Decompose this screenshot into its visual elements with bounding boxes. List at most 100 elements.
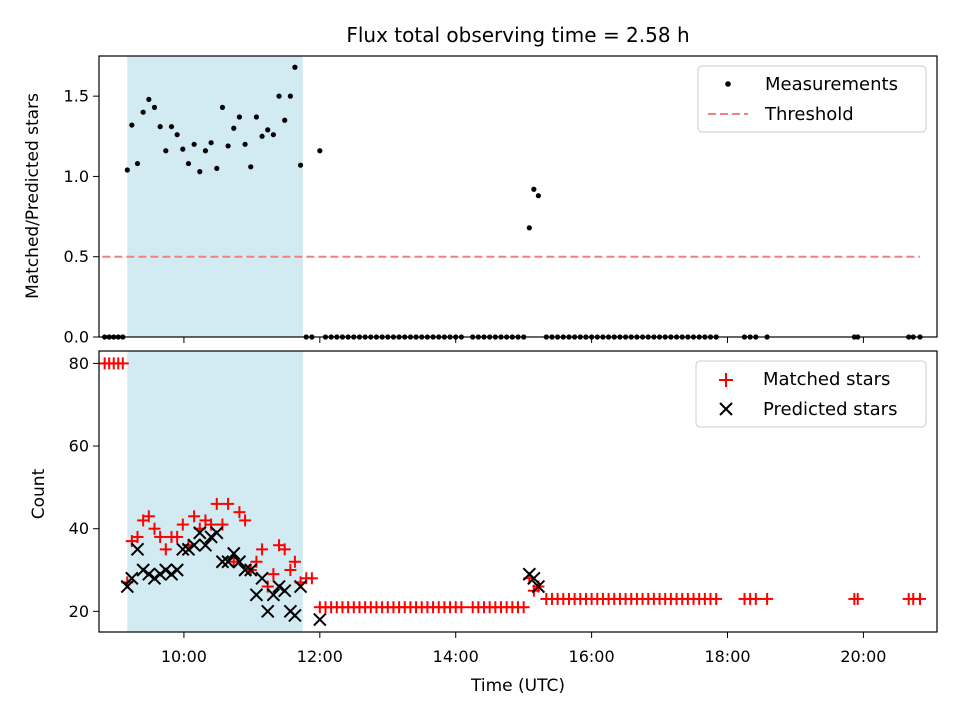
measurement-point: [292, 64, 298, 70]
predicted-stars-point: [249, 588, 264, 602]
legend-measurements-marker: [725, 81, 731, 87]
predicted-stars-point: [181, 542, 196, 557]
observing-window-shade: [127, 56, 303, 337]
matched-stars-point: [305, 572, 318, 585]
matched-stars-point: [239, 514, 252, 527]
measurement-point: [185, 160, 192, 167]
matched-stars-point: [233, 506, 246, 519]
measurement-point: [146, 96, 152, 102]
matched-stars-point: [749, 592, 762, 605]
observing-window-shade: [127, 351, 303, 632]
y-tick-label: 1.0: [64, 167, 89, 186]
x-tick-label: 12:00: [297, 647, 343, 666]
measurement-point: [129, 122, 135, 128]
measurement-point: [248, 164, 254, 170]
predicted-stars-point: [142, 567, 156, 581]
x-tick-label: 16:00: [569, 647, 615, 666]
measurement-point: [202, 148, 209, 154]
matched-stars-point: [154, 530, 167, 543]
flux-ratio-axes-frame: [98, 55, 938, 338]
measurement-point: [174, 132, 180, 138]
predicted-stars-point: [227, 546, 241, 561]
predicted-stars-point: [531, 579, 546, 594]
matched-stars-point: [227, 555, 240, 568]
matched-stars-point: [171, 530, 184, 543]
measurement-point: [526, 225, 532, 231]
measurement-point: [253, 114, 260, 120]
matched-stars-point: [761, 592, 774, 605]
measurement-point: [297, 162, 304, 168]
flux-ratio-panel: 0.0 0.5 1.0 1.5 Matched/Predicted stars Mea…: [23, 55, 938, 347]
measurement-point: [219, 104, 226, 110]
matched-stars-point: [455, 601, 468, 614]
measurement-point: [317, 148, 323, 154]
measurement-point: [180, 146, 186, 152]
predicted-stars-point: [232, 555, 247, 569]
legend-measurements-label: Measurements: [765, 74, 898, 95]
measurement-point: [265, 127, 271, 133]
measurement-point: [231, 125, 237, 131]
predicted-stars-point: [278, 583, 292, 598]
measurement-point: [134, 160, 141, 167]
chart-title: Flux total observing time = 2.58 h: [346, 23, 689, 47]
measurement-point: [535, 193, 541, 199]
predicted-stars-point: [293, 579, 308, 594]
x-tick-label: 10:00: [161, 647, 207, 666]
measurement-point: [151, 104, 158, 110]
measurement-point: [270, 132, 276, 138]
predicted-stars-point: [170, 563, 184, 577]
flux-ratio-y-axis-label: Matched/Predicted stars: [23, 93, 43, 299]
measurement-point: [208, 140, 214, 146]
predicted-stars-point: [159, 563, 173, 577]
measurement-point: [236, 114, 243, 120]
flux-ratio-legend: Measurements Threshold: [697, 65, 927, 133]
measurement-point: [282, 117, 288, 123]
measurement-point: [531, 186, 537, 192]
predicted-stars-point: [147, 571, 162, 585]
measurement-point: [168, 124, 175, 130]
predicted-stars-point: [244, 563, 258, 577]
predicted-stars-point: [130, 542, 145, 557]
star-count-y-axis-label: Count: [29, 468, 49, 519]
matched-stars-point: [914, 592, 927, 605]
star-count-axes-frame: [98, 350, 938, 633]
measurement-point: [140, 109, 146, 115]
matched-stars-point: [517, 601, 530, 614]
y-tick-label: 40: [69, 519, 89, 538]
predicted-stars-point: [288, 608, 302, 623]
y-tick-label: 60: [69, 437, 89, 456]
star-count-legend-box: [695, 360, 927, 428]
matched-stars-point: [278, 543, 291, 556]
measurement-point: [157, 124, 163, 130]
matched-stars-point: [142, 510, 155, 523]
y-tick-label: 80: [69, 354, 89, 373]
x-axis-label: Time (UTC): [470, 676, 565, 696]
predicted-stars-point: [215, 555, 230, 569]
legend-matched-marker: [719, 373, 733, 387]
matched-stars-point: [851, 592, 864, 605]
matched-stars-point: [176, 518, 189, 531]
matched-stars-point: [116, 357, 129, 370]
matched-stars-point: [131, 530, 144, 543]
measurement-point: [197, 169, 203, 175]
predicted-stars-point: [120, 579, 135, 594]
predicted-stars-point: [187, 538, 201, 552]
predicted-stars-point: [527, 571, 541, 585]
legend-predicted-label: Predicted stars: [763, 399, 897, 420]
predicted-stars-point: [255, 571, 269, 585]
predicted-stars-point: [176, 542, 190, 557]
predicted-stars-point: [238, 563, 252, 577]
matched-stars-point: [267, 568, 280, 581]
measurement-point: [287, 93, 293, 99]
predicted-stars-point: [198, 538, 213, 552]
matched-stars-point: [284, 564, 297, 577]
y-tick-label: 0.0: [64, 328, 89, 347]
star-count-legend: Matched stars Predicted stars: [695, 360, 927, 428]
matched-stars-point: [188, 510, 201, 523]
matched-stars-point: [222, 497, 235, 510]
legend-predicted-marker: [719, 402, 733, 416]
predicted-stars-point: [261, 604, 275, 619]
matched-stars-point: [210, 497, 223, 510]
